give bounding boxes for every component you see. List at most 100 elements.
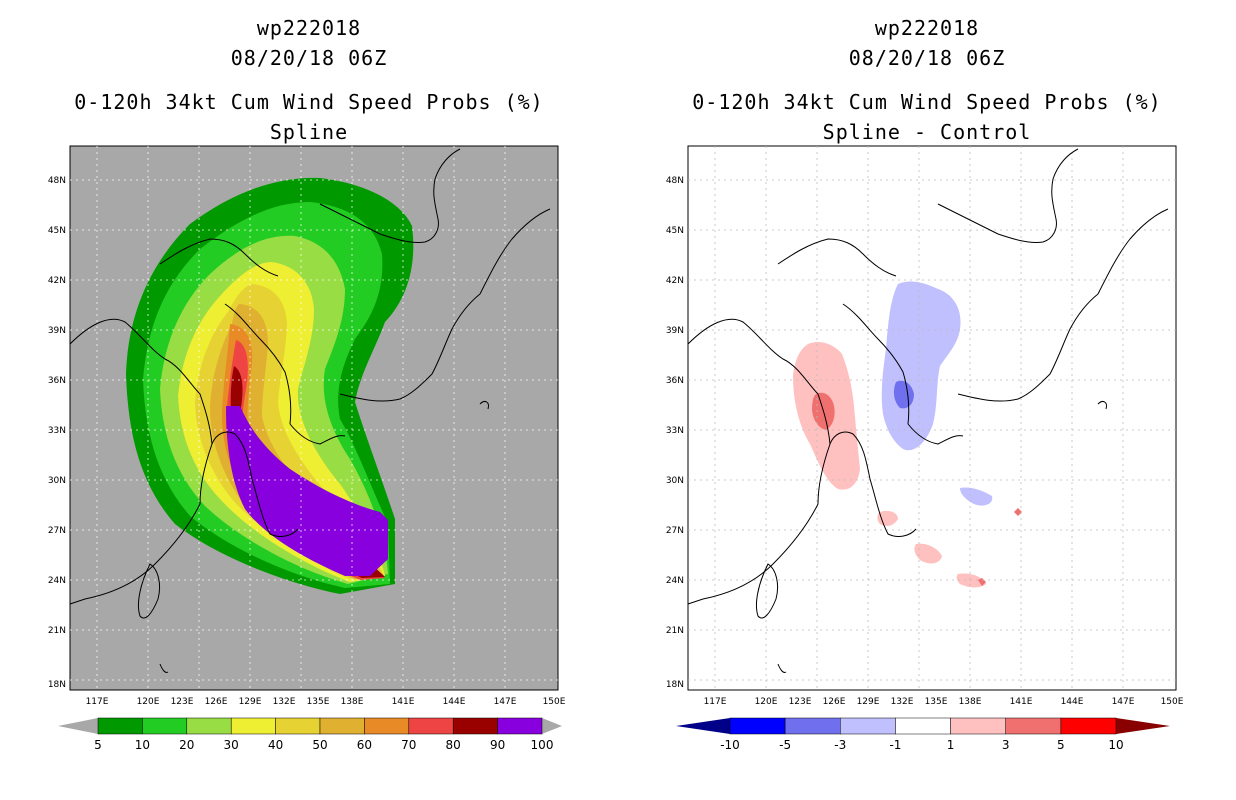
colorbar-swatch bbox=[729, 717, 786, 735]
lon-label: 150E bbox=[543, 697, 566, 707]
lon-label: 132E bbox=[273, 697, 296, 707]
colorbar-swatch bbox=[497, 717, 543, 735]
lat-label: 42N bbox=[666, 276, 684, 286]
lat-label: 24N bbox=[48, 576, 66, 586]
colorbar-swatch bbox=[1060, 717, 1117, 735]
lon-label: 147E bbox=[494, 697, 517, 707]
lat-label: 36N bbox=[48, 376, 66, 386]
coastlines bbox=[69, 148, 551, 673]
lat-label: 24N bbox=[666, 576, 684, 586]
lon-label: 138E bbox=[959, 697, 982, 707]
colorbar-extend-low bbox=[676, 718, 730, 734]
colorbar-label: 3 bbox=[1002, 738, 1010, 752]
lon-label: 135E bbox=[925, 697, 948, 707]
positive-3-area bbox=[1014, 508, 1022, 516]
lon-label: 141E bbox=[392, 697, 415, 707]
map-grid bbox=[688, 146, 1176, 690]
lat-label: 18N bbox=[48, 680, 66, 690]
lon-label: 132E bbox=[891, 697, 914, 707]
lon-label: 120E bbox=[137, 697, 160, 707]
colorbar-label: 100 bbox=[531, 738, 554, 752]
colorbar-swatch bbox=[784, 717, 841, 735]
lon-label: 150E bbox=[1161, 697, 1184, 707]
storm-id-title: wp222018 bbox=[874, 16, 980, 40]
difference-areas bbox=[793, 281, 1022, 588]
colorbar-label: 10 bbox=[135, 738, 150, 752]
colorbar-label: 90 bbox=[490, 738, 505, 752]
colorbar-label: 40 bbox=[268, 738, 283, 752]
colorbar-label: 50 bbox=[312, 738, 327, 752]
difference-map: 48N 45N 42N 39N 36N 33N 30N 27N 24N 21N … bbox=[666, 145, 1184, 707]
lat-label: 33N bbox=[666, 426, 684, 436]
lat-label: 18N bbox=[666, 680, 684, 690]
lon-label: 144E bbox=[1061, 697, 1084, 707]
lat-label: 21N bbox=[666, 626, 684, 636]
lat-label: 48N bbox=[48, 176, 66, 186]
lon-label: 138E bbox=[341, 697, 364, 707]
map-grid bbox=[70, 146, 558, 690]
lon-label: 123E bbox=[171, 697, 194, 707]
probability-map: 48N 45N 42N 39N 36N 33N 30N 27N 24N 21N … bbox=[48, 145, 566, 707]
colorbar-extend-high bbox=[1116, 718, 1170, 734]
colorbar-label: 80 bbox=[446, 738, 461, 752]
lon-label: 126E bbox=[205, 697, 228, 707]
lon-label: 129E bbox=[239, 697, 262, 707]
lon-label: 117E bbox=[86, 697, 109, 707]
colorbar-label: 5 bbox=[94, 738, 102, 752]
colorbar: 5 10 20 30 40 50 60 70 80 90 100 bbox=[58, 717, 562, 752]
colorbar-label: 10 bbox=[1108, 738, 1123, 752]
colorbar-swatch bbox=[186, 717, 232, 735]
colorbar-swatch bbox=[230, 717, 276, 735]
lat-label: 30N bbox=[666, 476, 684, 486]
lat-label: 21N bbox=[48, 626, 66, 636]
colorbar-label: 30 bbox=[224, 738, 239, 752]
colorbar-swatch bbox=[840, 717, 896, 735]
lon-label: 126E bbox=[823, 697, 846, 707]
lat-label: 45N bbox=[48, 226, 66, 236]
lat-label: 36N bbox=[666, 376, 684, 386]
lon-label: 147E bbox=[1112, 697, 1135, 707]
colorbar-label: -1 bbox=[889, 738, 901, 752]
lon-label: 141E bbox=[1010, 697, 1033, 707]
lat-label: 27N bbox=[666, 526, 684, 536]
lon-label: 123E bbox=[789, 697, 812, 707]
lon-label: 117E bbox=[704, 697, 727, 707]
colorbar-swatch bbox=[142, 717, 188, 735]
datetime-title: 08/20/18 06Z bbox=[848, 46, 1006, 70]
colorbar-label: 20 bbox=[179, 738, 194, 752]
lat-label: 39N bbox=[666, 326, 684, 336]
lon-label: 129E bbox=[857, 697, 880, 707]
lat-label: 39N bbox=[48, 326, 66, 336]
colorbar-swatch bbox=[452, 717, 498, 735]
colorbar-swatch bbox=[408, 717, 454, 735]
colorbar-label: 60 bbox=[357, 738, 372, 752]
lat-label: 42N bbox=[48, 276, 66, 286]
colorbar-extend-high bbox=[542, 718, 562, 734]
product-title: 0-120h 34kt Cum Wind Speed Probs (%) bbox=[74, 90, 544, 114]
colorbar-swatch bbox=[275, 717, 321, 735]
lon-axis: 117E 120E 123E 126E 129E 132E 135E 138E … bbox=[86, 697, 566, 707]
lat-label: 48N bbox=[666, 176, 684, 186]
positive-1-area bbox=[956, 573, 986, 588]
spline-panel: wp222018 08/20/18 06Z 0-120h 34kt Cum Wi… bbox=[48, 16, 566, 752]
subtitle: Spline - Control bbox=[822, 120, 1032, 144]
product-title: 0-120h 34kt Cum Wind Speed Probs (%) bbox=[692, 90, 1162, 114]
lat-label: 33N bbox=[48, 426, 66, 436]
lat-label: 30N bbox=[48, 476, 66, 486]
colorbar-swatch bbox=[364, 717, 410, 735]
colorbar-swatch bbox=[950, 717, 1006, 735]
coastlines bbox=[687, 148, 1169, 673]
colorbar-label: -10 bbox=[720, 738, 740, 752]
colorbar-label: 1 bbox=[947, 738, 955, 752]
colorbar: -10 -5 -3 -1 1 3 5 10 bbox=[676, 717, 1170, 752]
lon-label: 144E bbox=[443, 697, 466, 707]
colorbar-label: -5 bbox=[779, 738, 791, 752]
datetime-title: 08/20/18 06Z bbox=[230, 46, 388, 70]
lat-label: 45N bbox=[666, 226, 684, 236]
lon-label: 135E bbox=[307, 697, 330, 707]
colorbar-label: -3 bbox=[834, 738, 846, 752]
colorbar-swatch bbox=[1005, 717, 1062, 735]
difference-panel: wp222018 08/20/18 06Z 0-120h 34kt Cum Wi… bbox=[618, 0, 1236, 800]
colorbar-swatch bbox=[97, 717, 143, 735]
positive-1-area bbox=[914, 543, 942, 564]
